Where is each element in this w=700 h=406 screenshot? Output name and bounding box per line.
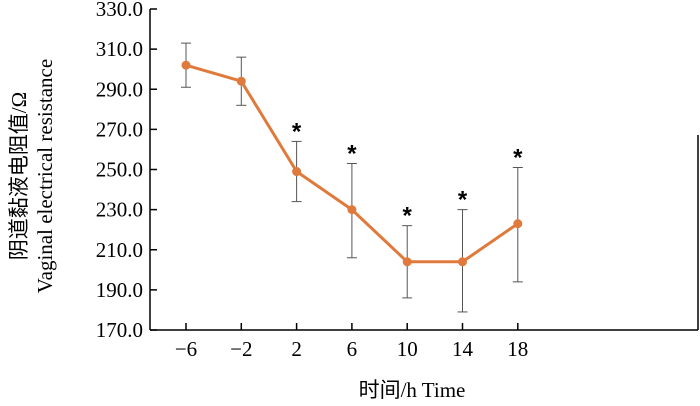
significance-star: * — [403, 203, 413, 230]
y-axis-title: 阴道黏液电阻值/Ω Vaginal electrical resistance — [7, 59, 57, 293]
x-tick-label: 10 — [397, 337, 418, 361]
data-point — [181, 60, 191, 70]
y-tick-label: 310.0 — [96, 37, 143, 61]
y-axis: 170.0 190.0 210.0 230.0 250.0 270.0 290.0 310.0… — [96, 0, 157, 342]
y-tick-label: 230.0 — [96, 198, 143, 222]
x-tick-label: 14 — [452, 337, 474, 361]
y-axis-title-cn: 阴道黏液电阻值/Ω — [7, 92, 31, 260]
data-point — [347, 205, 357, 215]
y-tick-label: 330.0 — [96, 0, 143, 21]
y-tick-label: 270.0 — [96, 117, 143, 141]
data-point — [513, 219, 523, 229]
x-tick-label: −2 — [230, 337, 252, 361]
y-axis-title-en: Vaginal electrical resistance — [33, 59, 57, 293]
data-point — [236, 76, 246, 86]
y-tick-label: 170.0 — [96, 318, 143, 342]
x-axis-title: 时间/h Time — [359, 378, 466, 402]
y-tick-label: 290.0 — [96, 77, 143, 101]
data-point — [402, 257, 412, 267]
significance-star: * — [458, 187, 468, 214]
series-line — [181, 60, 523, 267]
y-tick-label: 190.0 — [96, 278, 143, 302]
x-tick-label: 6 — [347, 337, 358, 361]
significance-star: * — [513, 144, 523, 171]
data-point — [292, 167, 302, 177]
error-bars — [181, 42, 523, 313]
significance-star: * — [292, 118, 302, 145]
x-axis: −6 −2 2 6 10 14 18 — [150, 135, 699, 361]
data-point — [458, 257, 467, 267]
x-tick-label: −6 — [175, 337, 197, 361]
significance-star: * — [347, 140, 357, 167]
x-tick-label: 2 — [291, 337, 302, 361]
y-tick-label: 250.0 — [96, 158, 143, 182]
significance-markers: * * * * * — [292, 118, 523, 229]
y-tick-label: 210.0 — [96, 238, 143, 262]
x-tick-label: 18 — [507, 337, 528, 361]
